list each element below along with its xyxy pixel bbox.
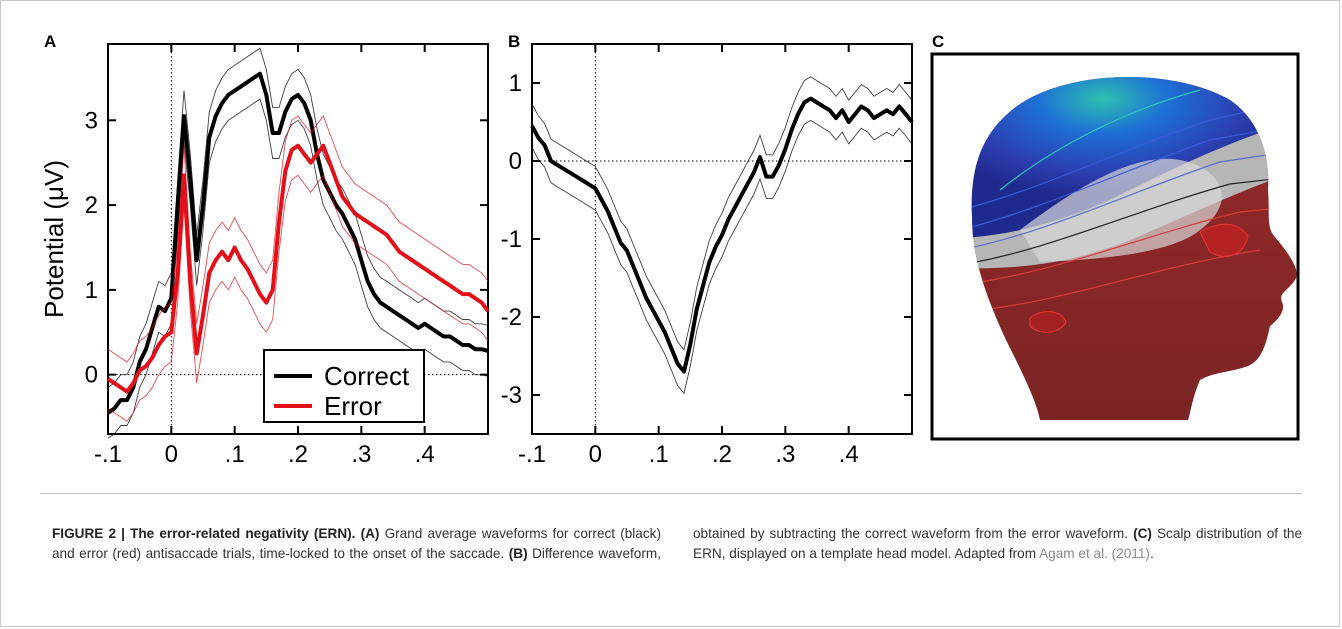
- panel-label-c: C: [932, 32, 945, 51]
- x-tick-label: -.1: [518, 441, 546, 468]
- series-line: [106, 71, 489, 415]
- chart-panel-b: -.10.1.2.3.4-3-2-101Time (s): [501, 43, 914, 468]
- caption-b-tag: (B): [508, 546, 528, 561]
- x-tick-label: .3: [775, 441, 795, 468]
- y-tick-label: 0: [509, 148, 522, 175]
- head-model: [971, 77, 1297, 421]
- caption-c-tag: (C): [1133, 526, 1152, 541]
- x-tick-label: 0: [589, 441, 602, 468]
- series-upper-bound: [107, 115, 489, 363]
- x-tick-label: .1: [649, 441, 669, 468]
- panel-label-a: A: [44, 32, 57, 51]
- legend-label: Error: [324, 391, 382, 421]
- panel-label-b: B: [508, 32, 521, 51]
- caption-divider: [40, 493, 1302, 494]
- scalp-map-panel: [930, 52, 1300, 441]
- y-tick-label: -1: [501, 226, 522, 253]
- x-tick-label: .4: [839, 441, 859, 468]
- series-upper-bound: [531, 76, 913, 351]
- x-tick-label: 0: [165, 441, 178, 468]
- series-lower-bound: [107, 174, 489, 422]
- y-tick-label: -3: [501, 382, 522, 409]
- legend-label: Correct: [324, 361, 410, 391]
- y-tick-label: -2: [501, 304, 522, 331]
- y-tick-label: 2: [85, 192, 98, 219]
- legend-box: [263, 349, 425, 423]
- chart-panel-a: -.10.1.2.3.40123Time (s)Potential (μV)Co…: [39, 43, 490, 468]
- figure-caption: FIGURE 2 | The error-related negativity …: [52, 524, 1302, 564]
- caption-c-text: Scalp distribution of the ERN, displayed…: [693, 526, 1303, 561]
- x-tick-label: .1: [225, 441, 245, 468]
- x-tick-label: .3: [351, 441, 371, 468]
- figure-charts: -.10.1.2.3.40123Time (s)Potential (μV)Co…: [39, 43, 1300, 468]
- caption-end: .: [1149, 546, 1154, 561]
- y-tick-label: 0: [85, 362, 98, 389]
- caption-figure-label: FIGURE 2 | The error-related negativity …: [52, 526, 356, 541]
- series-line: [530, 96, 914, 374]
- y-tick-label: 3: [85, 107, 98, 134]
- series-lower-bound: [531, 119, 913, 395]
- x-tick-label: -.1: [94, 441, 122, 468]
- x-tick-label: .2: [288, 441, 308, 468]
- caption-a-tag: (A): [360, 526, 380, 541]
- caption-b-text: Difference waveform, obtained by subtrac…: [532, 526, 1129, 561]
- x-tick-label: .4: [415, 441, 435, 468]
- series-line: [106, 143, 490, 394]
- y-axis-label: Potential (μV): [39, 160, 69, 318]
- y-tick-label: 1: [85, 277, 98, 304]
- caption-citation-link[interactable]: Agam et al. (2011): [1039, 546, 1150, 561]
- x-tick-label: .2: [712, 441, 732, 468]
- y-tick-label: 1: [509, 70, 522, 97]
- caption-a-text: Grand average waveforms for correct (bla…: [52, 526, 661, 561]
